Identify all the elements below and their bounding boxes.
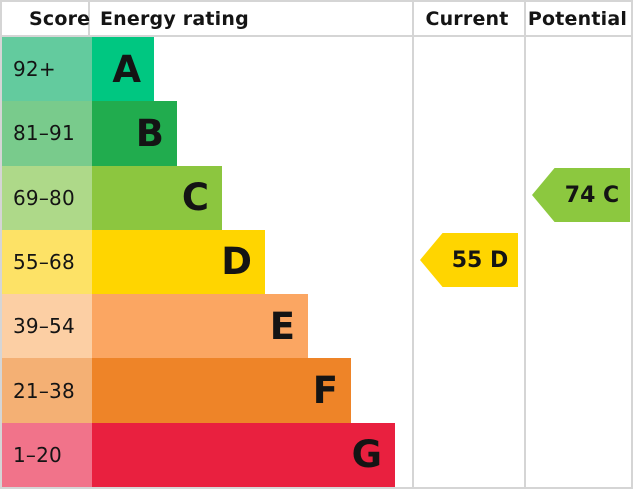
chart-header: Score Energy rating Current Potential bbox=[2, 2, 631, 37]
band-row-b: 81–91 B bbox=[2, 101, 631, 166]
band-bar-f: F bbox=[92, 358, 351, 423]
score-range: 21–38 bbox=[2, 358, 92, 423]
band-row-f: 21–38 F bbox=[2, 358, 631, 423]
energy-rating-column-header: Energy rating bbox=[100, 7, 249, 30]
current-column-divider bbox=[412, 2, 414, 487]
potential-rating-label: 74 C bbox=[564, 182, 620, 208]
score-range: 69–80 bbox=[2, 165, 92, 230]
score-range: 55–68 bbox=[2, 229, 92, 295]
band-row-d: 55–68 D bbox=[2, 229, 631, 295]
band-letter: D bbox=[221, 240, 252, 284]
score-range: 39–54 bbox=[2, 294, 92, 359]
score-column-header: Score bbox=[2, 2, 90, 35]
current-rating-label: 55 D bbox=[451, 247, 509, 273]
score-range: 81–91 bbox=[2, 101, 92, 166]
band-letter: E bbox=[269, 304, 295, 348]
band-row-c: 69–80 C bbox=[2, 165, 631, 230]
band-letter: F bbox=[312, 369, 338, 413]
band-row-g: 1–20 G bbox=[2, 422, 631, 487]
current-rating-arrow: 55 D bbox=[420, 233, 518, 287]
band-row-e: 39–54 E bbox=[2, 294, 631, 359]
band-row-a: 92+ A bbox=[2, 37, 631, 102]
band-bar-b: B bbox=[92, 101, 177, 166]
band-letter: A bbox=[112, 47, 141, 91]
band-bar-d: D bbox=[92, 229, 265, 295]
band-rows: 92+ A 81–91 B 69–80 C 55–68 D 39–54 bbox=[2, 37, 631, 487]
score-range: 92+ bbox=[2, 37, 92, 102]
band-bar-c: C bbox=[92, 165, 222, 230]
potential-rating-arrow: 74 C bbox=[532, 168, 630, 222]
band-bar-g: G bbox=[92, 422, 395, 487]
score-range: 1–20 bbox=[2, 422, 92, 487]
band-letter: G bbox=[351, 433, 382, 477]
potential-column-header: Potential bbox=[527, 7, 628, 30]
current-column-header: Current bbox=[425, 7, 509, 30]
band-bar-e: E bbox=[92, 294, 308, 359]
band-bar-a: A bbox=[92, 37, 154, 102]
band-letter: C bbox=[181, 176, 209, 220]
band-letter: B bbox=[135, 111, 164, 155]
potential-column-divider bbox=[524, 2, 526, 487]
